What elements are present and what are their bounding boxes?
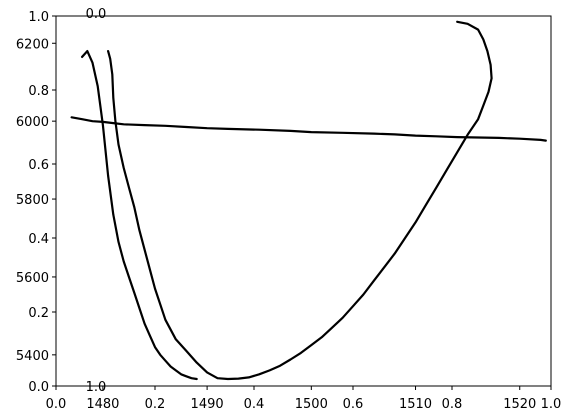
- series-line-1: [80, 49, 198, 381]
- axes-frame: [55, 15, 552, 387]
- y-tick-label: 0.0: [28, 380, 49, 395]
- twin-bottom-label: 1.0: [86, 380, 107, 395]
- depth-tick-label: 5800: [16, 193, 49, 208]
- y-tick-label: 0.4: [28, 232, 49, 247]
- x-tick-label: 1.0: [541, 397, 562, 412]
- y-tick-label: 1.0: [28, 10, 49, 25]
- y-tick-label: 0.6: [28, 158, 49, 173]
- lower-x-tick-label: 1490: [191, 397, 224, 412]
- depth-tick-label: 5600: [16, 271, 49, 286]
- x-tick-label: 0.2: [145, 397, 166, 412]
- lower-x-tick-label: 1480: [86, 397, 119, 412]
- lower-x-tick-label: 1510: [399, 397, 432, 412]
- depth-tick-label: 5400: [16, 349, 49, 364]
- series-line-2: [106, 20, 493, 381]
- lower-x-tick-label: 1520: [503, 397, 536, 412]
- lower-x-tick-label: 1500: [295, 397, 328, 412]
- x-tick-label: 0.8: [442, 397, 463, 412]
- y-tick-label: 0.2: [28, 306, 49, 321]
- x-tick-label: 0.6: [343, 397, 364, 412]
- series-line-3: [70, 116, 547, 142]
- series-layer: [70, 20, 547, 381]
- x-tick-label: 0.0: [46, 397, 67, 412]
- depth-tick-label: 6000: [16, 115, 49, 130]
- ticks-layer: 0.0 0.2 0.4 0.6 0.8 1.0 0.0 0.2 0.4 0.6 0.8 1.0 5400…: [16, 7, 561, 412]
- twin-top-label: 0.0: [86, 7, 107, 22]
- x-tick-label: 0.4: [244, 397, 265, 412]
- depth-tick-label: 6200: [16, 37, 49, 52]
- y-tick-label: 0.8: [28, 84, 49, 99]
